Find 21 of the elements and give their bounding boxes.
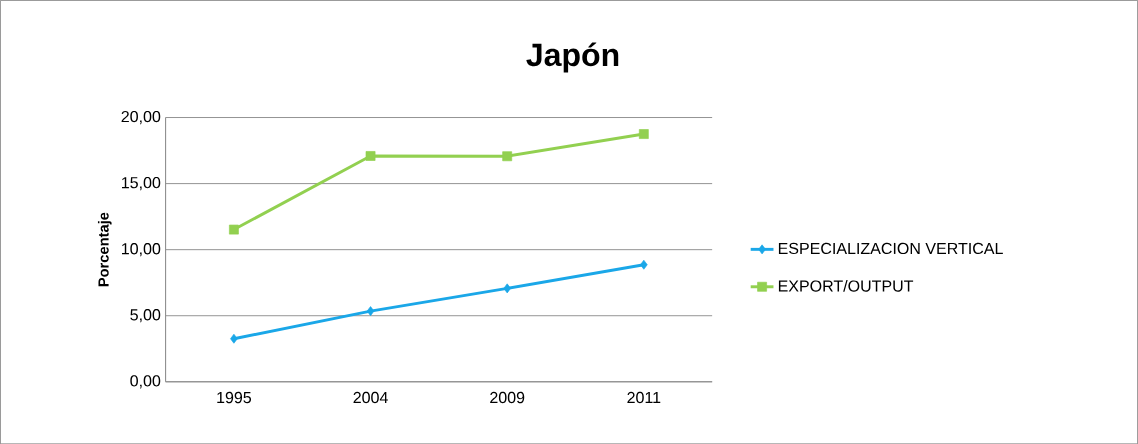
point [502, 151, 513, 161]
y-tick-label: 5,00 [130, 309, 161, 323]
point [366, 306, 375, 316]
y-tick-label: 0,00 [130, 375, 161, 389]
legend-label: EXPORT/OUTPUT [778, 279, 914, 292]
y-tick-label: 15,00 [122, 176, 161, 191]
chart-title: Japón [526, 42, 619, 73]
point [640, 259, 648, 270]
point [503, 283, 511, 294]
point [638, 129, 649, 139]
point [365, 150, 376, 161]
x-tick-label: 1995 [217, 391, 252, 404]
point [229, 224, 239, 235]
x-tick-label: 2009 [490, 391, 525, 404]
x-tick-label: 2011 [627, 391, 661, 404]
x-tick-label: 2004 [353, 391, 388, 404]
point [230, 333, 238, 344]
legend-label: ESPECIALIZACION VERTICAL [778, 242, 1003, 254]
y-tick-label: 20,00 [121, 110, 161, 125]
y-tick-label: 10,00 [122, 242, 161, 257]
y-axis-title: Porcentaje [97, 212, 112, 287]
